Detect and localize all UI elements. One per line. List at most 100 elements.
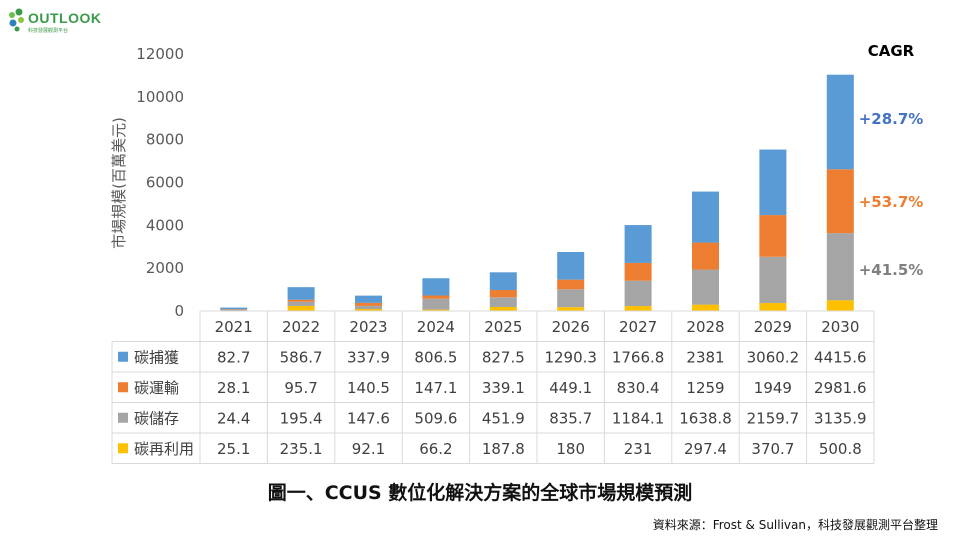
bar-segment [826, 169, 854, 234]
bars-layer [220, 74, 854, 311]
legend-key [118, 351, 128, 362]
data-label: 140.5 [347, 379, 390, 397]
legend-label: 碳捕獲 [134, 348, 179, 366]
data-label: 1766.8 [612, 348, 665, 366]
bar-segment [759, 215, 787, 257]
cagr-label: +41.5% [859, 261, 924, 279]
bar-segment [220, 309, 248, 311]
y-tick-label: 4000 [146, 216, 184, 234]
data-label: 1949 [754, 379, 792, 397]
source-note: 資料來源：Frost & Sullivan，科技發展觀測平台整理 [652, 518, 938, 532]
bar-segment [826, 300, 854, 311]
bar-segment [287, 287, 315, 300]
bar-segment [557, 307, 585, 311]
data-label: 827.5 [482, 348, 525, 366]
data-label: 1259 [686, 379, 724, 397]
data-label: 180 [556, 440, 585, 458]
data-label: 195.4 [280, 409, 323, 427]
x-tick-label: 2023 [349, 318, 387, 336]
bar-segment [692, 191, 719, 243]
data-label: 830.4 [617, 379, 660, 397]
data-label: 297.4 [684, 440, 727, 458]
y-tick-label: 0 [174, 302, 184, 320]
data-label: 82.7 [217, 348, 250, 366]
y-tick-label: 6000 [146, 174, 184, 192]
data-label: 3060.2 [747, 348, 800, 366]
data-label: 2381 [686, 348, 724, 366]
bar-segment [220, 307, 248, 310]
bar-segment [355, 309, 382, 311]
cagr-annotations: CAGR +28.7% +53.7% +41.5% [859, 42, 924, 279]
bar-segment [489, 272, 517, 291]
legend-key [118, 382, 128, 393]
data-label: 231 [624, 440, 653, 458]
bar-segment [557, 289, 585, 308]
figure-caption: 圖一、CCUS 數位化解決方案的全球市場規模預測 [267, 482, 693, 504]
bar-segment [422, 278, 450, 296]
legend-key [118, 443, 128, 454]
data-label: 24.4 [217, 409, 250, 427]
bar-segment [557, 251, 585, 280]
y-tick-label: 12000 [136, 45, 184, 63]
y-axis-title: 市場規模(百萬美元) [110, 117, 128, 249]
outlook-logo: OUTLOOK 科技發展觀測平台 [6, 6, 101, 36]
data-label: 339.1 [482, 379, 525, 397]
bar-segment [287, 299, 315, 302]
bar-segment [624, 225, 652, 263]
data-label: 147.1 [414, 379, 457, 397]
data-label: 835.7 [549, 409, 592, 427]
legend-label: 碳運輸 [134, 379, 179, 397]
data-label: 235.1 [280, 440, 323, 458]
data-label: 28.1 [217, 379, 250, 397]
bar-segment [287, 305, 315, 311]
data-label: 25.1 [217, 440, 250, 458]
y-tick-label: 8000 [146, 131, 184, 149]
x-tick-label: 2024 [417, 318, 455, 336]
x-tick-label: 2022 [282, 318, 320, 336]
bar-segment [422, 298, 450, 310]
logo-wordmark: OUTLOOK [28, 10, 102, 26]
bar-segment [489, 297, 517, 307]
y-tick-label: 2000 [146, 259, 184, 277]
x-tick-label: 2028 [686, 318, 724, 336]
bar-segment [220, 309, 248, 310]
data-label: 92.1 [352, 440, 385, 458]
data-label: 1290.3 [544, 348, 597, 366]
bar-segment [826, 233, 854, 301]
bar-segment [826, 74, 854, 170]
cagr-label: +28.7% [859, 110, 924, 128]
bar-segment [692, 304, 719, 311]
bar-segment [355, 302, 382, 306]
x-tick-label: 2025 [484, 318, 522, 336]
y-axis: 0 2000 4000 6000 8000 10000 12000 [136, 45, 184, 320]
data-label: 187.8 [482, 440, 525, 458]
legend-key [118, 412, 128, 423]
data-label: 1184.1 [612, 409, 665, 427]
data-label: 500.8 [819, 440, 862, 458]
cagr-label: +53.7% [859, 193, 924, 211]
data-label: 806.5 [414, 348, 457, 366]
data-label: 2159.7 [747, 409, 800, 427]
data-table: 2021 2022 2023 2024 2025 2026 2027 2028 2029 2030… [111, 310, 875, 464]
data-label: 337.9 [347, 348, 390, 366]
x-tick-label: 2029 [754, 318, 792, 336]
bar-segment [422, 295, 450, 299]
bar-segment [692, 242, 719, 270]
bar-segment [759, 149, 787, 216]
data-label: 370.7 [751, 440, 794, 458]
data-label: 586.7 [280, 348, 323, 366]
data-label: 66.2 [419, 440, 452, 458]
bar-segment [287, 301, 315, 306]
bar-segment [759, 303, 787, 311]
bar-segment [624, 262, 652, 281]
legend-label: 碳再利用 [134, 440, 194, 458]
bar-segment [355, 305, 382, 310]
bar-segment [624, 306, 652, 311]
bar-segment [489, 306, 517, 311]
bar-segment [692, 269, 719, 305]
logo-subtitle: 科技發展觀測平台 [28, 28, 69, 34]
data-label: 95.7 [284, 379, 317, 397]
data-label: 3135.9 [814, 409, 867, 427]
leaf-icon [9, 8, 24, 32]
